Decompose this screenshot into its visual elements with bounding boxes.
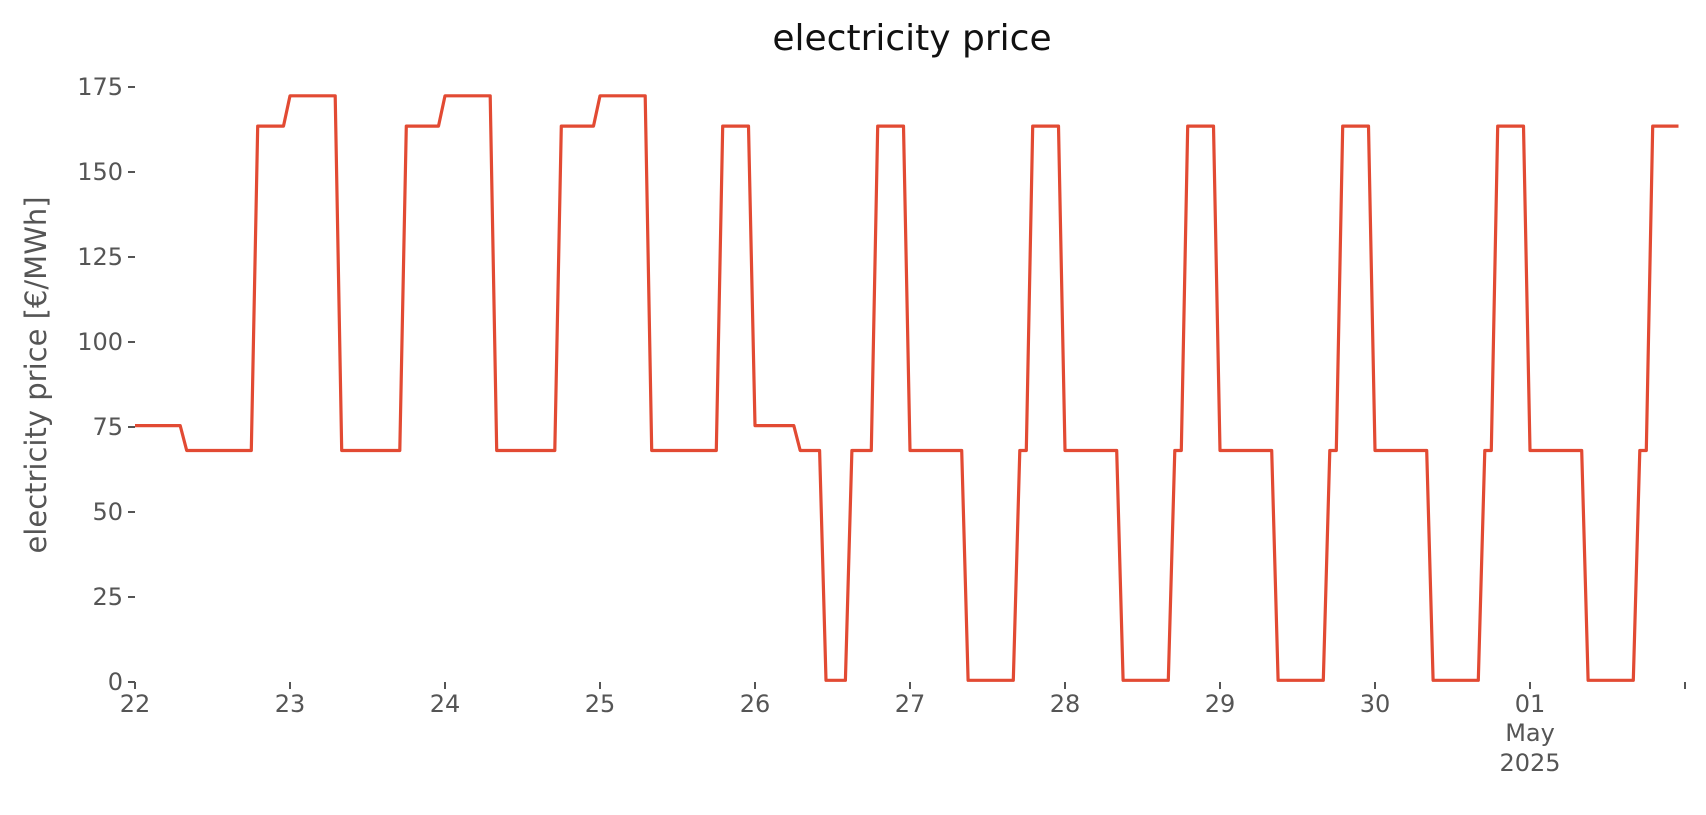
x-tick-label: 22 xyxy=(120,690,151,718)
x-tick-label: 27 xyxy=(895,690,926,718)
x-tick-label: 23 xyxy=(275,690,306,718)
x-tick-label: 25 xyxy=(585,690,616,718)
y-tick-label: 50 xyxy=(92,498,123,526)
y-tick-label: 25 xyxy=(92,583,123,611)
x-tick-label: 28 xyxy=(1050,690,1081,718)
x-tick-label: 26 xyxy=(740,690,771,718)
x-tick-label: 24 xyxy=(430,690,461,718)
x-tick-label: 30 xyxy=(1360,690,1391,718)
x-tick-sublabel: 2025 xyxy=(1499,749,1560,777)
y-tick-label: 125 xyxy=(77,243,123,271)
y-axis-label: electricity price [€/MWh] xyxy=(19,196,53,553)
y-tick-label: 150 xyxy=(77,158,123,186)
chart-title: electricity price xyxy=(772,18,1051,59)
y-tick-label: 75 xyxy=(92,413,123,441)
x-tick-sublabel: May xyxy=(1505,719,1555,747)
y-axis: 0 25 50 75 100 125 150 175 xyxy=(77,73,135,696)
plot-area xyxy=(135,94,1679,682)
y-tick-label: 0 xyxy=(108,668,123,696)
x-tick-label: 01 xyxy=(1515,690,1546,718)
y-tick-label: 175 xyxy=(77,73,123,101)
y-tick-label: 100 xyxy=(77,328,123,356)
x-tick-label: 29 xyxy=(1205,690,1236,718)
price-series-line xyxy=(135,94,1679,682)
